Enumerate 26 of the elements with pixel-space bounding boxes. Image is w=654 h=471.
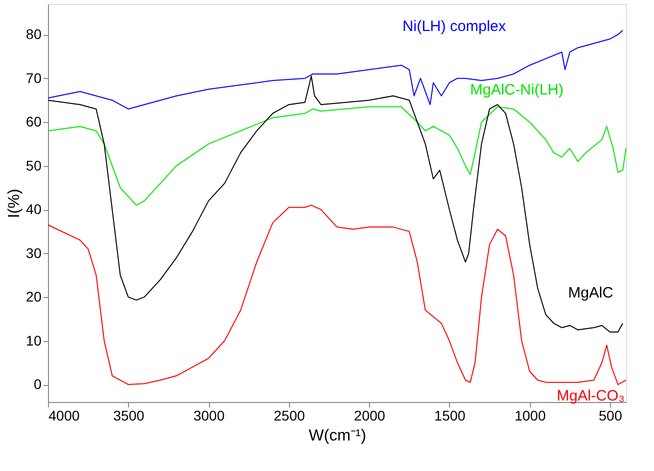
x-tick-label: 3500 (113, 408, 145, 424)
x-tick-label: 500 (598, 408, 622, 424)
line-series (48, 106, 626, 206)
y-tick-label: 30 (26, 244, 42, 261)
x-tick-label: 1000 (514, 408, 546, 424)
y-tick-label: 10 (26, 332, 42, 348)
series-label: MgAlC-Ni(LH) (470, 81, 564, 98)
series-label: MgAl-CO₃ (556, 387, 625, 404)
x-tick-label: 2000 (354, 408, 386, 424)
y-tick-label: 80 (26, 26, 42, 42)
x-tick-label: 4000 (48, 408, 80, 424)
y-tick-label: 0 (34, 376, 42, 392)
y-tick-label: 40 (26, 201, 42, 218)
x-tick-label: 2500 (274, 408, 306, 424)
line-series (48, 204, 626, 386)
y-tick-label: 50 (26, 157, 42, 174)
series-label: MgAlC (568, 284, 614, 302)
y-tick-label: 70 (26, 70, 42, 86)
y-tick-label: 20 (26, 288, 42, 305)
x-axis-title: W(cm⁻¹) (308, 428, 366, 444)
y-tick-label: 60 (26, 114, 42, 130)
x-tick-label: 3000 (193, 408, 225, 424)
x-tick-label: 1500 (434, 408, 466, 424)
y-axis-title: I(%) (6, 188, 23, 218)
line-series (48, 76, 624, 333)
text: Ni(LH) complex (402, 18, 506, 35)
